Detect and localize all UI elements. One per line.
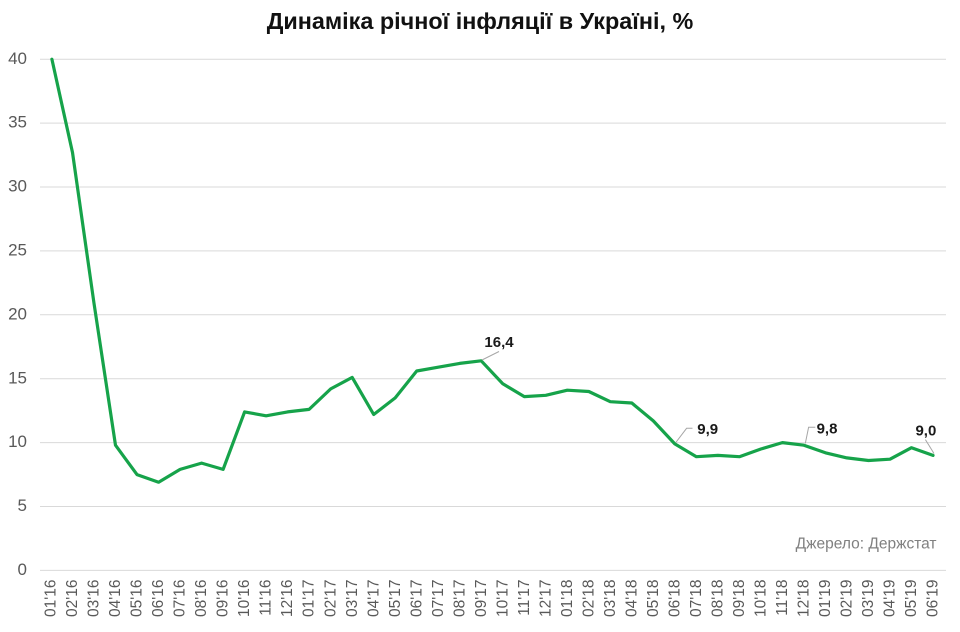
svg-text:12'17: 12'17 [537,580,554,617]
svg-text:06'17: 06'17 [408,580,425,617]
svg-text:Динаміка річної інфляції в Укр: Динаміка річної інфляції в Україні, % [267,8,694,34]
svg-text:04'18: 04'18 [623,580,640,617]
svg-text:08'18: 08'18 [710,580,727,617]
svg-text:12'16: 12'16 [279,580,296,617]
svg-text:35: 35 [8,113,27,132]
svg-text:09'16: 09'16 [215,580,232,617]
svg-text:9,9: 9,9 [697,421,718,438]
svg-text:01'16: 01'16 [43,580,60,617]
svg-text:40: 40 [8,49,27,68]
svg-text:10'17: 10'17 [494,580,511,617]
svg-text:30: 30 [8,177,27,196]
svg-text:11'17: 11'17 [516,580,533,616]
svg-text:20: 20 [8,304,27,323]
svg-text:02'17: 02'17 [322,580,339,617]
svg-text:08'16: 08'16 [193,580,210,617]
svg-text:04'17: 04'17 [365,580,382,617]
svg-text:11'18: 11'18 [774,580,791,616]
svg-text:16,4: 16,4 [484,334,514,351]
svg-text:03'19: 03'19 [860,580,877,617]
svg-text:09'18: 09'18 [731,580,748,617]
svg-text:06'18: 06'18 [666,580,683,617]
svg-text:03'18: 03'18 [602,580,619,617]
svg-text:11'16: 11'16 [258,580,275,616]
svg-text:25: 25 [8,241,27,260]
svg-text:05'16: 05'16 [129,580,146,617]
svg-text:06'19: 06'19 [925,580,942,617]
svg-text:12'18: 12'18 [796,580,813,617]
svg-text:15: 15 [8,368,27,387]
svg-text:05'19: 05'19 [903,580,920,617]
svg-text:06'16: 06'16 [150,580,167,617]
svg-text:07'16: 07'16 [172,580,189,617]
svg-text:01'17: 01'17 [301,580,318,617]
svg-text:0: 0 [18,560,27,579]
svg-text:9,8: 9,8 [817,420,838,437]
svg-text:9,0: 9,0 [915,422,936,439]
svg-text:03'16: 03'16 [86,580,103,617]
svg-text:09'17: 09'17 [473,580,490,617]
svg-text:03'17: 03'17 [344,580,361,617]
svg-text:10: 10 [8,432,27,451]
svg-text:01'19: 01'19 [817,580,834,617]
svg-text:08'17: 08'17 [451,580,468,617]
svg-text:02'18: 02'18 [580,580,597,617]
svg-text:Джерело: Держстат: Джерело: Держстат [796,536,937,553]
svg-text:10'16: 10'16 [236,580,253,617]
svg-text:05'17: 05'17 [387,580,404,617]
svg-text:04'19: 04'19 [882,580,899,617]
svg-text:04'16: 04'16 [107,580,124,617]
svg-text:01'18: 01'18 [559,580,576,617]
svg-text:02'16: 02'16 [64,580,81,617]
svg-text:07'17: 07'17 [430,580,447,617]
svg-text:10'18: 10'18 [753,580,770,617]
svg-text:07'18: 07'18 [688,580,705,617]
svg-text:02'19: 02'19 [839,580,856,617]
svg-text:5: 5 [18,496,27,515]
svg-text:05'18: 05'18 [645,580,662,617]
